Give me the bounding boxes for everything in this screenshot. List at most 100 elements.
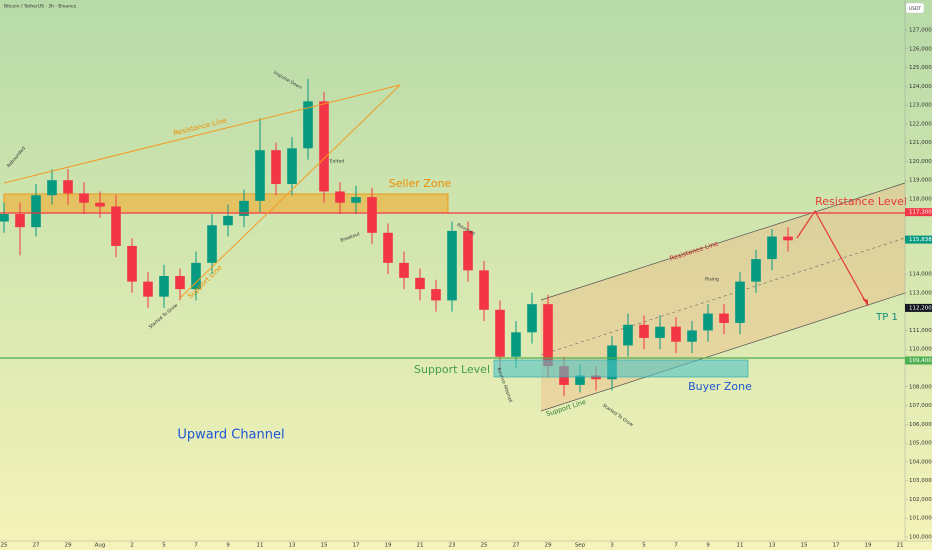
candle-body [479, 270, 489, 310]
y-tick-label: 101,000.00 [909, 516, 932, 522]
y-tick-label: 107,000.00 [909, 403, 932, 409]
y-tick-label: 124,000.00 [909, 84, 932, 90]
x-tick-label: 5 [162, 543, 166, 549]
price-label-box [905, 235, 932, 244]
candle-body [191, 262, 201, 290]
price-label: 112,200.00 [909, 305, 932, 311]
candle-body [319, 101, 329, 192]
candle-body [159, 275, 169, 297]
y-tick-label: 103,000.00 [909, 478, 932, 484]
y-tick-label: 105,000.00 [909, 441, 932, 447]
candle-body [0, 214, 9, 222]
candle-body [271, 150, 281, 184]
x-tick-label: 7 [674, 543, 678, 549]
candle-body [351, 197, 361, 203]
candle-body [207, 225, 217, 263]
candle-body [543, 304, 553, 367]
candle-body [79, 193, 89, 203]
candle-body [335, 191, 345, 203]
candle-body [15, 214, 25, 228]
seller-zone [3, 193, 449, 214]
projection-arrow [796, 209, 869, 307]
candle-body [575, 375, 585, 385]
x-tick-label: 21 [417, 543, 424, 549]
x-tick-label: 29 [65, 543, 72, 549]
currency-box[interactable] [905, 2, 925, 14]
candle-body [239, 200, 249, 216]
y-tick-label: 121,000.00 [909, 140, 932, 146]
y-tick-label: 119,000.00 [909, 178, 932, 184]
x-tick-label: 13 [769, 543, 776, 549]
candle-body [255, 150, 265, 201]
candle-body [367, 197, 377, 233]
currency[interactable]: USDT [909, 6, 922, 12]
y-tick-label: 122,000.00 [909, 121, 932, 127]
annotation: TP 1 [875, 312, 898, 323]
x-tick-label: 25 [1, 543, 8, 549]
candle-body [655, 326, 665, 338]
candle-body [671, 326, 681, 342]
y-tick-label: 126,000.00 [909, 46, 932, 52]
y-tick-label: 100,000.00 [909, 535, 932, 541]
x-tick-label: Sep [575, 543, 586, 549]
candle-body [47, 180, 57, 196]
x-tick-label: 5 [642, 543, 646, 549]
annotation: Upward Channel [177, 428, 284, 443]
candle-body [735, 281, 745, 323]
candle-body [383, 232, 393, 263]
x-tick-label: 23 [449, 543, 456, 549]
y-tick-label: 125,000.00 [909, 65, 932, 71]
y-tick-label: 127,000.00 [909, 28, 932, 34]
x-tick-label: 15 [321, 543, 328, 549]
annotation: Rising [705, 277, 719, 283]
x-tick-label: 7 [194, 543, 198, 549]
candle-body [751, 259, 761, 282]
x-tick-label: 27 [513, 543, 520, 549]
candle-body [95, 202, 105, 207]
x-tick-label: 21 [897, 543, 904, 549]
candle-body [527, 304, 537, 333]
triangle-bottom [179, 84, 401, 299]
candle-body [63, 180, 73, 194]
x-tick-label: 13 [289, 543, 296, 549]
candle-body [175, 275, 185, 290]
candle-body [495, 309, 505, 357]
x-tick-label: 29 [545, 543, 552, 549]
y-tick-label: 114,000.00 [909, 272, 932, 278]
y-tick-label: 118,000.00 [909, 197, 932, 203]
x-tick-label: 15 [801, 543, 808, 549]
candle-body [143, 281, 153, 297]
annotation: Seller Zone [389, 177, 452, 190]
y-tick-label: 106,000.00 [909, 422, 932, 428]
channel-bottom [540, 292, 906, 412]
candle-body [623, 324, 633, 346]
annotation: Exited [330, 159, 344, 165]
candle-body [719, 313, 729, 323]
channel-fill [541, 183, 905, 411]
candle-body [399, 262, 409, 278]
x-tick-label: 17 [833, 543, 840, 549]
x-tick-label: 11 [257, 543, 264, 549]
x-tick-label: 3 [610, 543, 614, 549]
y-tick-label: 113,000.00 [909, 290, 932, 296]
candle-body [463, 230, 473, 271]
x-tick-label: 17 [353, 543, 360, 549]
candle-body [639, 324, 649, 338]
annotation: Support Level [414, 363, 490, 376]
candle-body [511, 332, 521, 357]
candle-body [687, 330, 697, 342]
channel-top [540, 182, 906, 301]
x-tick-label: Aug [95, 543, 106, 549]
y-tick-label: 111,000.00 [909, 328, 932, 334]
price-label: 115,838.00 [909, 237, 932, 243]
y-tick-label: 120,000.00 [909, 159, 932, 165]
y-tick-label: 102,000.00 [909, 497, 932, 503]
x-tick-label: 25 [481, 543, 488, 549]
candle-body [703, 313, 713, 331]
x-tick-label: 19 [385, 543, 392, 549]
candle-body [447, 230, 457, 301]
candle-body [767, 236, 777, 260]
channel-mid [540, 237, 906, 356]
x-tick-label: 19 [865, 543, 872, 549]
